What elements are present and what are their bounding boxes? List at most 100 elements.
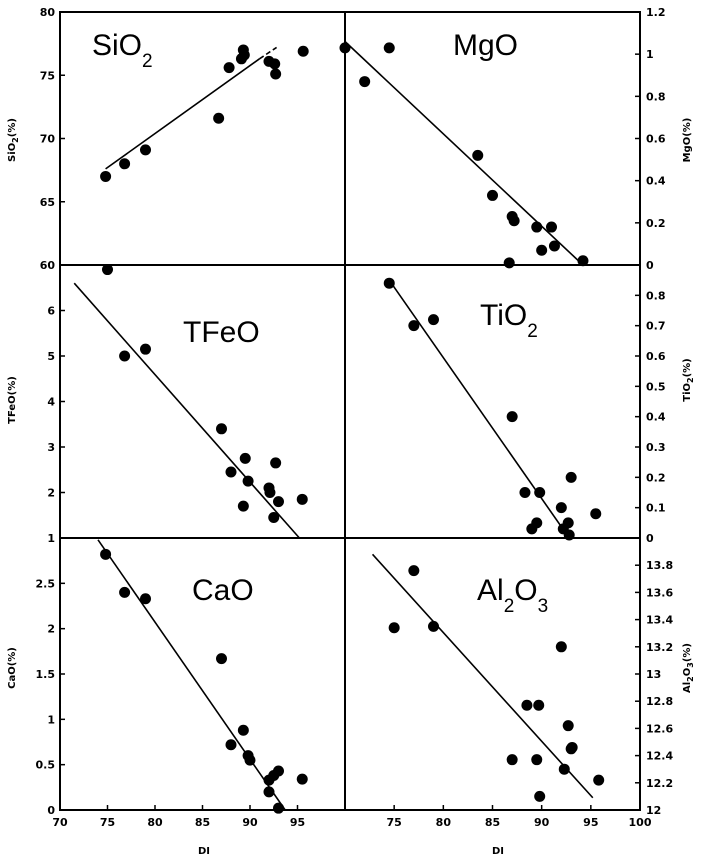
mgo-y-tick-label: 0.8 <box>646 90 666 103</box>
tfeo-data-point <box>239 452 251 464</box>
tio2-y-tick-label: 0.5 <box>646 380 666 393</box>
cao-data-point <box>140 593 151 605</box>
al2o3-data-point <box>521 699 533 711</box>
cao-x-tick-label: 80 <box>147 816 163 829</box>
tio2-data-point <box>519 487 531 498</box>
tio2-data-point <box>565 471 577 483</box>
cao-panel-title: CaO <box>192 574 254 607</box>
al2o3-data-point <box>562 720 574 732</box>
sio2-data-point <box>223 62 235 74</box>
sio2-data-point <box>238 49 250 61</box>
cao-y-tick-label: 0 <box>47 804 55 817</box>
tio2-y-axis-label: TiO2(%) <box>682 358 695 402</box>
cao-data-point <box>273 802 284 814</box>
al2o3-x-tick-label: 75 <box>387 816 402 829</box>
panel-cao: CaO CaO(%) 0 0.5 1 1.5 2 2.5 70 75 80 85 90 95 <box>7 539 308 829</box>
tfeo-data-point <box>216 423 227 435</box>
tio2-data-point <box>534 487 546 498</box>
sio2-trend-line-dashed <box>259 46 278 60</box>
cao-data-point <box>119 586 131 598</box>
sio2-panel-title: SiO2 <box>92 29 153 72</box>
al2o3-y-tick-label: 12.4 <box>646 750 673 763</box>
tio2-y-tick-label: 0.6 <box>646 350 666 363</box>
al2o3-data-point <box>388 622 400 634</box>
cao-data-point <box>100 548 112 560</box>
cao-y-tick-label: 2.5 <box>36 577 56 590</box>
tfeo-data-point <box>237 500 249 512</box>
mgo-y-tick-label: 1.2 <box>646 6 666 19</box>
tio2-data-point <box>506 411 518 423</box>
tfeo-trend-line <box>73 282 300 539</box>
mgo-data-point <box>359 76 371 88</box>
sio2-y-tick-label: 60 <box>40 259 56 272</box>
sio2-y-tick-label: 65 <box>40 196 55 209</box>
sio2-y-axis-label: SiO2(%) <box>7 118 20 162</box>
mgo-trend-line <box>344 40 584 266</box>
sio2-y-tick-label: 80 <box>40 6 56 19</box>
mgo-data-point <box>472 149 484 161</box>
mgo-data-point <box>487 189 498 201</box>
tio2-y-tick-label: 0.2 <box>646 471 666 484</box>
tfeo-data-point <box>296 493 308 505</box>
al2o3-x-tick-label: 90 <box>534 816 550 829</box>
mgo-data-point <box>546 221 557 233</box>
mgo-y-tick-label: 0.6 <box>646 133 666 146</box>
tio2-data-point <box>408 320 420 332</box>
al2o3-data-point <box>408 565 420 577</box>
al2o3-trend-line <box>371 553 594 799</box>
sio2-data-point <box>119 158 131 170</box>
cao-data-point <box>237 724 249 736</box>
tio2-data-point <box>428 314 439 326</box>
cao-x-tick-label: 70 <box>52 816 68 829</box>
al2o3-data-point <box>593 774 605 786</box>
sio2-data-point <box>213 112 225 124</box>
mgo-data-point <box>531 221 543 233</box>
al2o3-data-point <box>558 763 570 775</box>
cao-y-tick-label: 1.5 <box>36 668 56 681</box>
al2o3-data-point <box>531 754 543 766</box>
al2o3-x-tick-label: 100 <box>629 816 652 829</box>
cao-data-point <box>225 739 237 751</box>
cao-data-point <box>244 754 256 766</box>
tfeo-y-tick-label: 4 <box>47 396 55 409</box>
plot-frame <box>59 11 641 811</box>
cao-y-axis-label: CaO(%) <box>7 647 18 689</box>
mgo-data-point <box>503 257 515 269</box>
sio2-y-tick-label: 75 <box>40 69 55 82</box>
tfeo-y-tick-label: 1 <box>47 532 55 545</box>
mgo-y-axis-label: MgO(%) <box>682 118 693 163</box>
sio2-data-point <box>297 45 309 57</box>
sio2-y-tick-label: 70 <box>40 133 56 146</box>
al2o3-y-axis-label: Al2O3(%) <box>682 643 695 693</box>
al2o3-x-tick-label: 80 <box>436 816 452 829</box>
al2o3-data-point <box>506 754 518 766</box>
al2o3-y-tick-label: 13.6 <box>646 586 673 599</box>
tfeo-y-tick-label: 2 <box>47 487 55 500</box>
mgo-y-tick-label: 1 <box>646 48 654 61</box>
sio2-trend-line <box>105 58 260 170</box>
tio2-data-point <box>383 277 395 289</box>
al2o3-y-tick-label: 13.4 <box>646 614 673 627</box>
cao-data-point <box>263 786 275 798</box>
cao-data-point <box>273 765 284 777</box>
tfeo-data-point <box>242 475 254 487</box>
cao-y-tick-label: 2 <box>47 623 55 636</box>
al2o3-data-point <box>566 741 578 753</box>
tfeo-data-point <box>268 512 280 524</box>
tio2-y-tick-label: 0.8 <box>646 289 666 302</box>
tfeo-y-tick-label: 6 <box>47 305 55 318</box>
tfeo-data-point <box>264 487 276 498</box>
mgo-data-point <box>383 42 395 54</box>
panel-sio2: SiO2 SiO2(%) 60 65 70 75 80 <box>7 6 309 272</box>
tfeo-data-point <box>225 466 237 478</box>
panel-al2o3: Al2O3 Al2O3(%) 12 12.2 12.4 12.6 12.8 13 13.2 13.… <box>371 553 695 829</box>
mgo-data-point <box>548 240 560 252</box>
tfeo-data-point <box>273 496 284 508</box>
tfeo-y-axis-label: TFeO(%) <box>7 376 18 424</box>
al2o3-x-tick-label: 85 <box>485 816 500 829</box>
mgo-y-tick-label: 0.4 <box>646 175 666 188</box>
tio2-y-tick-label: 0.4 <box>646 411 666 424</box>
cao-data-point <box>296 773 308 785</box>
al2o3-y-tick-label: 12.6 <box>646 722 673 735</box>
